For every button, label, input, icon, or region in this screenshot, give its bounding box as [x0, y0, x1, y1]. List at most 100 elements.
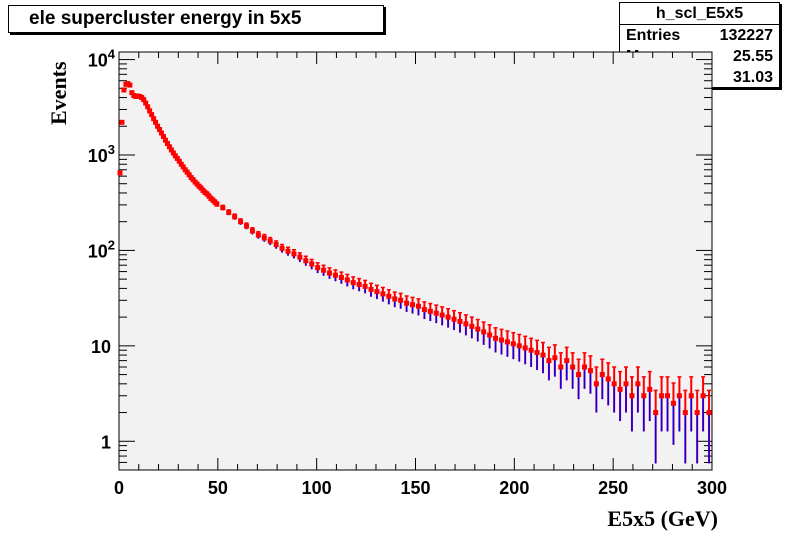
- marker: [682, 410, 688, 416]
- y-tick-label: 10: [91, 337, 111, 357]
- data-point: [386, 288, 392, 305]
- marker: [137, 94, 143, 100]
- y-tick-label: 1: [101, 432, 111, 452]
- data-point: [344, 273, 350, 287]
- data-point: [356, 277, 362, 292]
- plot-frame: [118, 51, 713, 471]
- marker: [214, 201, 220, 207]
- data-point: [188, 175, 194, 181]
- marker: [688, 393, 694, 399]
- data-point: [176, 158, 182, 164]
- data-point: [147, 108, 153, 114]
- marker: [151, 116, 157, 122]
- data-point: [582, 352, 588, 389]
- marker: [694, 410, 700, 416]
- marker: [398, 297, 404, 303]
- data-point: [279, 243, 285, 253]
- data-point: [186, 172, 192, 178]
- marker: [356, 281, 362, 287]
- marker: [410, 302, 416, 308]
- marker: [210, 197, 216, 203]
- data-point: [170, 150, 176, 156]
- data-point: [653, 389, 659, 464]
- marker: [164, 140, 170, 146]
- stats-value: 31.03: [732, 69, 773, 86]
- data-point: [415, 298, 421, 316]
- x-tick-label: 50: [208, 478, 228, 498]
- data-point: [457, 311, 463, 333]
- data-point: [141, 97, 147, 103]
- data-point: [212, 199, 218, 205]
- marker: [617, 386, 623, 392]
- marker: [546, 358, 552, 364]
- y-tick-label: 104: [88, 47, 116, 71]
- data-point: [123, 81, 129, 87]
- marker: [121, 87, 127, 93]
- data-point: [119, 119, 125, 125]
- marker: [273, 242, 279, 248]
- marker: [670, 400, 676, 406]
- data-point: [190, 177, 196, 183]
- data-point: [576, 358, 582, 400]
- marker: [153, 119, 159, 125]
- data-point: [487, 324, 493, 349]
- data-point: [273, 240, 279, 249]
- data-point: [451, 309, 457, 331]
- data-point: [421, 301, 427, 320]
- marker: [149, 112, 155, 118]
- marker: [593, 381, 599, 387]
- data-point: [350, 276, 356, 290]
- data-point: [427, 302, 433, 322]
- marker: [338, 275, 344, 281]
- stats-row-mean: Mean 25.55: [620, 46, 779, 67]
- marker: [344, 277, 350, 283]
- data-point: [194, 181, 200, 187]
- marker: [653, 410, 659, 416]
- axis-ticks: 0 50 100 150 200 250 300 1 10 102 103 104: [88, 47, 727, 498]
- data-point: [665, 376, 671, 432]
- marker: [540, 352, 546, 358]
- marker: [198, 185, 204, 191]
- data-point: [117, 170, 123, 176]
- y-tick-label: 102: [88, 237, 115, 261]
- marker: [332, 272, 338, 278]
- marker: [188, 175, 194, 181]
- data-point: [232, 213, 238, 220]
- stats-histogram-name: h_scl_E5x5: [620, 3, 779, 25]
- marker: [350, 280, 356, 286]
- data-point: [131, 93, 137, 99]
- marker: [158, 130, 164, 136]
- marker: [145, 104, 151, 110]
- data-point: [137, 94, 143, 100]
- data-point: [198, 185, 204, 191]
- data-point: [206, 193, 212, 199]
- data-point: [564, 346, 570, 381]
- marker: [135, 93, 141, 99]
- marker: [184, 169, 190, 175]
- data-point: [168, 147, 174, 153]
- data-point: [121, 87, 127, 93]
- data-point: [315, 262, 321, 274]
- data-point: [291, 249, 297, 259]
- marker: [178, 161, 184, 167]
- marker: [196, 183, 202, 189]
- marker: [516, 343, 522, 349]
- marker: [439, 312, 445, 318]
- data-point: [522, 335, 528, 365]
- data-point: [327, 267, 333, 279]
- marker: [487, 332, 493, 338]
- data-point: [469, 316, 475, 339]
- data-point: [155, 123, 161, 129]
- data-point: [180, 164, 186, 170]
- marker: [605, 376, 611, 382]
- marker: [238, 219, 244, 225]
- data-point: [200, 187, 206, 193]
- stats-value: 25.55: [732, 48, 773, 65]
- data-point: [659, 376, 665, 432]
- marker: [534, 350, 540, 356]
- data-point: [504, 330, 510, 357]
- marker: [170, 150, 176, 156]
- data-point: [445, 308, 451, 328]
- data-point: [392, 291, 398, 308]
- marker: [362, 283, 368, 289]
